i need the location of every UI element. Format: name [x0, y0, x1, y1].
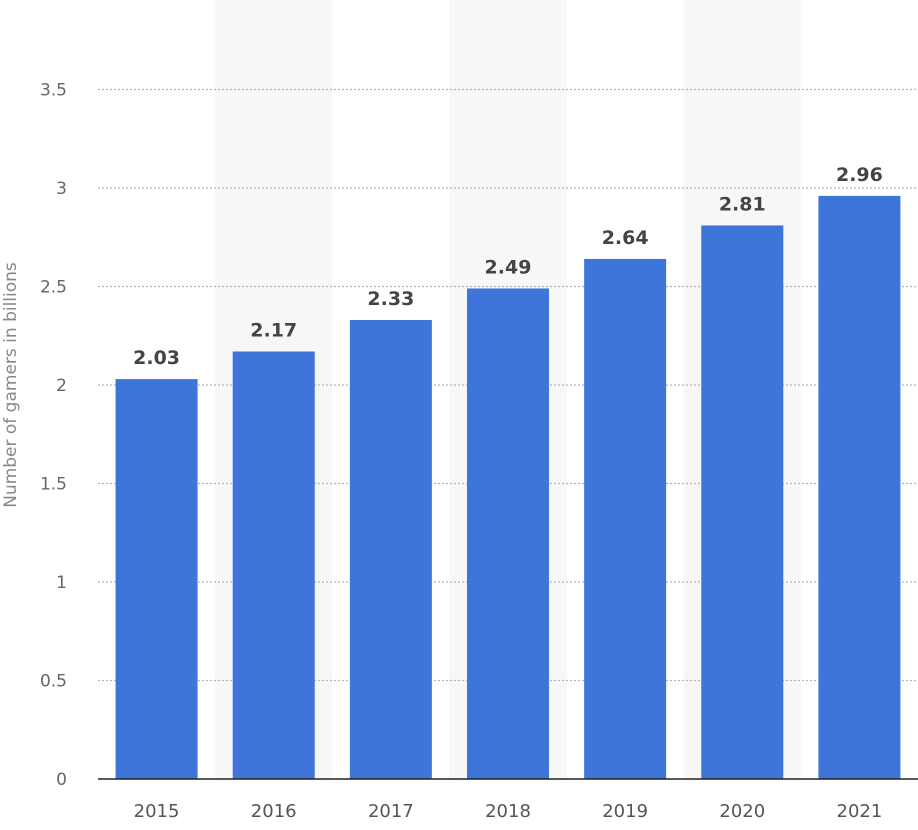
bar-2017 — [349, 319, 432, 779]
x-axis-ticks: 2015 2016 2017 2018 2019 2020 2021 — [134, 801, 883, 822]
y-tick-label: 2.5 — [40, 278, 67, 298]
x-tick-label-2016: 2016 — [251, 801, 297, 822]
x-tick-label-2020: 2020 — [719, 801, 765, 822]
data-label-2019: 2.64 — [602, 227, 649, 249]
data-label-2021: 2.96 — [836, 164, 883, 186]
bar-2016 — [232, 351, 315, 779]
bar-2018 — [467, 288, 549, 779]
y-tick-label: 3 — [56, 179, 67, 199]
y-tick-label: 2 — [56, 376, 67, 396]
x-tick-label-2021: 2021 — [837, 801, 883, 822]
bars — [115, 195, 901, 779]
data-label-2017: 2.33 — [367, 288, 414, 310]
data-label-2016: 2.17 — [250, 320, 297, 342]
y-axis-ticks: 0 0.5 1 1.5 2 2.5 3 3.5 — [40, 81, 67, 791]
bar-2020 — [701, 225, 784, 779]
data-label-2018: 2.49 — [485, 256, 532, 278]
y-tick-label: 0.5 — [40, 672, 67, 692]
y-tick-label: 0 — [56, 770, 67, 790]
bar-2021 — [818, 195, 901, 779]
x-tick-label-2017: 2017 — [368, 801, 414, 822]
x-tick-label-2018: 2018 — [485, 801, 531, 822]
x-tick-label-2015: 2015 — [134, 801, 180, 822]
x-tick-label-2019: 2019 — [602, 801, 648, 822]
y-tick-label: 1.5 — [40, 475, 67, 495]
data-labels: 2.03 2.17 2.33 2.49 2.64 2.81 2.96 — [133, 164, 883, 369]
y-axis-title: Number of gamers in billions — [1, 262, 21, 508]
data-label-2015: 2.03 — [133, 347, 180, 369]
bar-2019 — [584, 258, 667, 779]
y-tick-label: 3.5 — [40, 81, 67, 101]
data-label-2020: 2.81 — [719, 193, 766, 215]
bar-2015 — [115, 379, 198, 779]
y-tick-label: 1 — [56, 573, 67, 593]
